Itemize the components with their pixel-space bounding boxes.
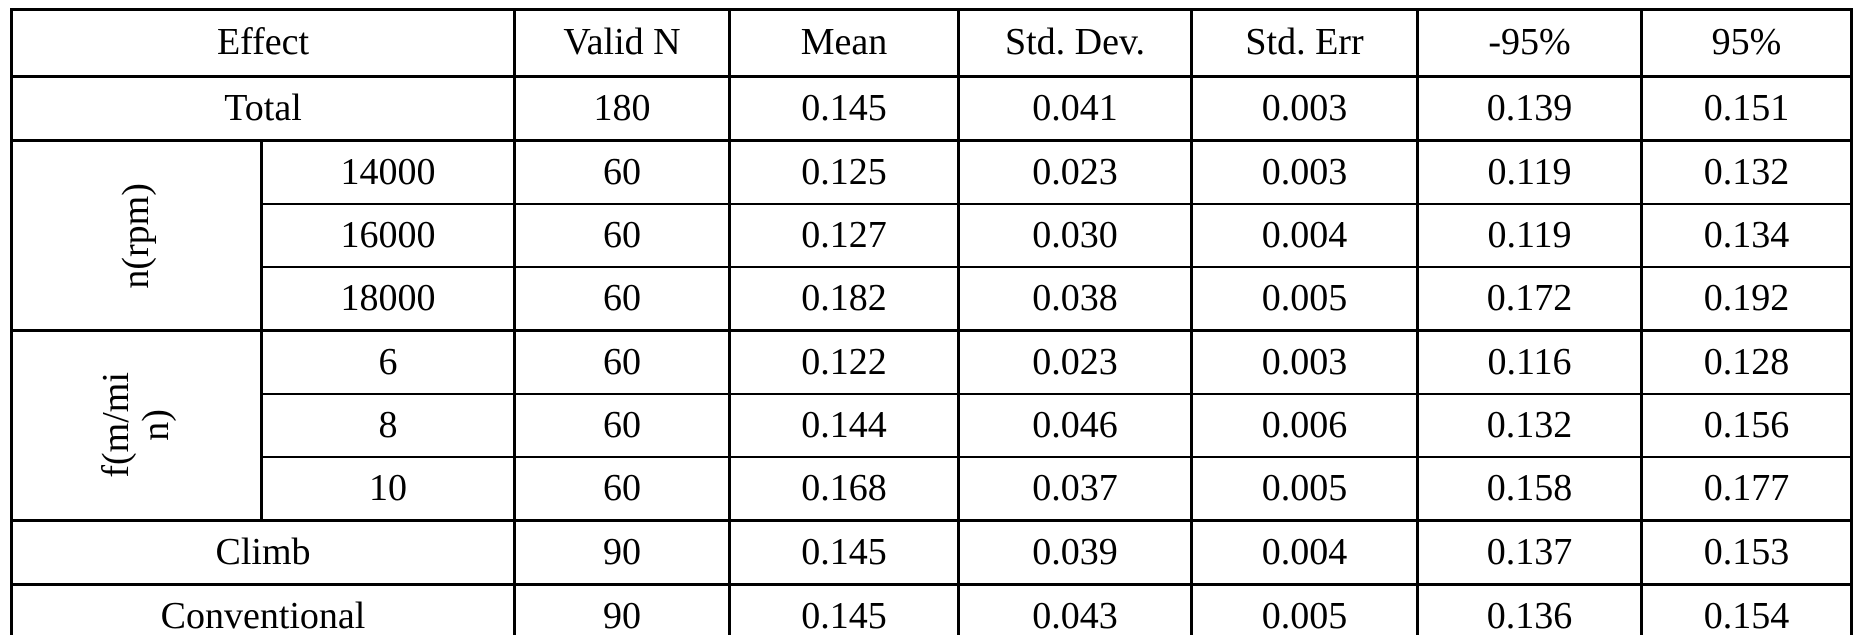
cell-level: 8 [260, 393, 516, 458]
cell-mean: 0.122 [728, 329, 960, 395]
cell-plus95: 0.132 [1640, 139, 1853, 205]
cell-plus95: 0.134 [1640, 203, 1853, 268]
group-label-n-rpm: n(rpm) [114, 182, 157, 289]
table-row-n14000: n(rpm) 14000 60 0.125 0.023 0.003 0.119 … [10, 139, 1853, 332]
cell-mean: 0.125 [728, 139, 960, 205]
cell-minus95: 0.158 [1416, 456, 1643, 522]
cell-level: 14000 [260, 139, 516, 205]
table-row-f8: 8 60 0.144 0.046 0.006 0.132 0.156 [12, 393, 1853, 458]
cell-effect-conventional: Conventional [10, 583, 516, 635]
cell-std-err: 0.003 [1190, 75, 1419, 142]
cell-effect-total: Total [10, 75, 516, 142]
cell-std-err: 0.005 [1190, 583, 1419, 635]
cell-valid-n: 60 [513, 139, 731, 205]
column-header-std-dev: Std. Dev. [957, 8, 1193, 78]
cell-level: 18000 [260, 266, 516, 332]
group-label-line: n) [134, 409, 177, 441]
column-header-mean: Mean [728, 8, 960, 78]
column-header-std-err: Std. Err [1190, 8, 1419, 78]
header-row: Effect Valid N Mean Std. Dev. Std. Err -… [10, 8, 1853, 78]
cell-std-dev: 0.023 [957, 329, 1193, 395]
cell-effect-climb: Climb [10, 519, 516, 586]
cell-std-err: 0.005 [1190, 266, 1419, 332]
cell-std-err: 0.006 [1190, 393, 1419, 458]
column-header-minus95: -95% [1416, 8, 1643, 78]
cell-std-dev: 0.041 [957, 75, 1193, 142]
cell-plus95: 0.153 [1640, 519, 1853, 586]
cell-mean: 0.182 [728, 266, 960, 332]
cell-valid-n: 60 [513, 203, 731, 268]
cell-std-dev: 0.023 [957, 139, 1193, 205]
cell-plus95: 0.192 [1640, 266, 1853, 332]
column-header-effect: Effect [10, 8, 516, 78]
cell-std-dev: 0.039 [957, 519, 1193, 586]
cell-valid-n: 60 [513, 393, 731, 458]
cell-valid-n: 90 [513, 519, 731, 586]
statistics-table: Effect Valid N Mean Std. Dev. Std. Err -… [10, 8, 1853, 635]
cell-mean: 0.145 [728, 583, 960, 635]
cell-valid-n: 60 [513, 329, 731, 395]
cell-plus95: 0.177 [1640, 456, 1853, 522]
group-cell-n-rpm: n(rpm) [10, 139, 263, 332]
table-row-total: Total 180 0.145 0.041 0.003 0.139 0.151 [10, 75, 1853, 142]
cell-std-err: 0.004 [1190, 203, 1419, 268]
cell-std-dev: 0.030 [957, 203, 1193, 268]
cell-minus95: 0.172 [1416, 266, 1643, 332]
cell-std-err: 0.003 [1190, 139, 1419, 205]
cell-level: 10 [260, 456, 516, 522]
group-label-line: f(m/mi [94, 372, 137, 478]
cell-mean: 0.144 [728, 393, 960, 458]
cell-mean: 0.168 [728, 456, 960, 522]
cell-level: 6 [260, 329, 516, 395]
cell-level: 16000 [260, 203, 516, 268]
table-row-f6: f(m/mi n) 6 60 0.122 0.023 0.003 0.116 0… [10, 329, 1853, 522]
column-header-plus95: 95% [1640, 8, 1853, 78]
cell-minus95: 0.139 [1416, 75, 1643, 142]
cell-plus95: 0.154 [1640, 583, 1853, 635]
table-row-f10: 10 60 0.168 0.037 0.005 0.158 0.177 [12, 456, 1853, 522]
cell-mean: 0.127 [728, 203, 960, 268]
table-row-conventional: Conventional 90 0.145 0.043 0.005 0.136 … [10, 583, 1853, 635]
cell-std-err: 0.004 [1190, 519, 1419, 586]
column-header-valid-n: Valid N [513, 8, 731, 78]
cell-std-err: 0.005 [1190, 456, 1419, 522]
cell-minus95: 0.116 [1416, 329, 1643, 395]
cell-valid-n: 90 [513, 583, 731, 635]
cell-valid-n: 60 [513, 266, 731, 332]
cell-std-dev: 0.037 [957, 456, 1193, 522]
cell-valid-n: 60 [513, 456, 731, 522]
table-row-n16000: 16000 60 0.127 0.030 0.004 0.119 0.134 [12, 203, 1853, 268]
cell-minus95: 0.132 [1416, 393, 1643, 458]
cell-minus95: 0.119 [1416, 139, 1643, 205]
cell-mean: 0.145 [728, 519, 960, 586]
group-cell-f-m-min: f(m/mi n) [10, 329, 263, 522]
group-label-f-m-min: f(m/mi n) [94, 372, 177, 478]
cell-std-dev: 0.046 [957, 393, 1193, 458]
cell-minus95: 0.137 [1416, 519, 1643, 586]
cell-minus95: 0.136 [1416, 583, 1643, 635]
cell-plus95: 0.151 [1640, 75, 1853, 142]
cell-mean: 0.145 [728, 75, 960, 142]
cell-valid-n: 180 [513, 75, 731, 142]
cell-std-dev: 0.043 [957, 583, 1193, 635]
table-row-climb: Climb 90 0.145 0.039 0.004 0.137 0.153 [10, 519, 1853, 586]
cell-plus95: 0.128 [1640, 329, 1853, 395]
cell-minus95: 0.119 [1416, 203, 1643, 268]
table-row-n18000: 18000 60 0.182 0.038 0.005 0.172 0.192 [12, 266, 1853, 332]
cell-std-err: 0.003 [1190, 329, 1419, 395]
cell-std-dev: 0.038 [957, 266, 1193, 332]
cell-plus95: 0.156 [1640, 393, 1853, 458]
